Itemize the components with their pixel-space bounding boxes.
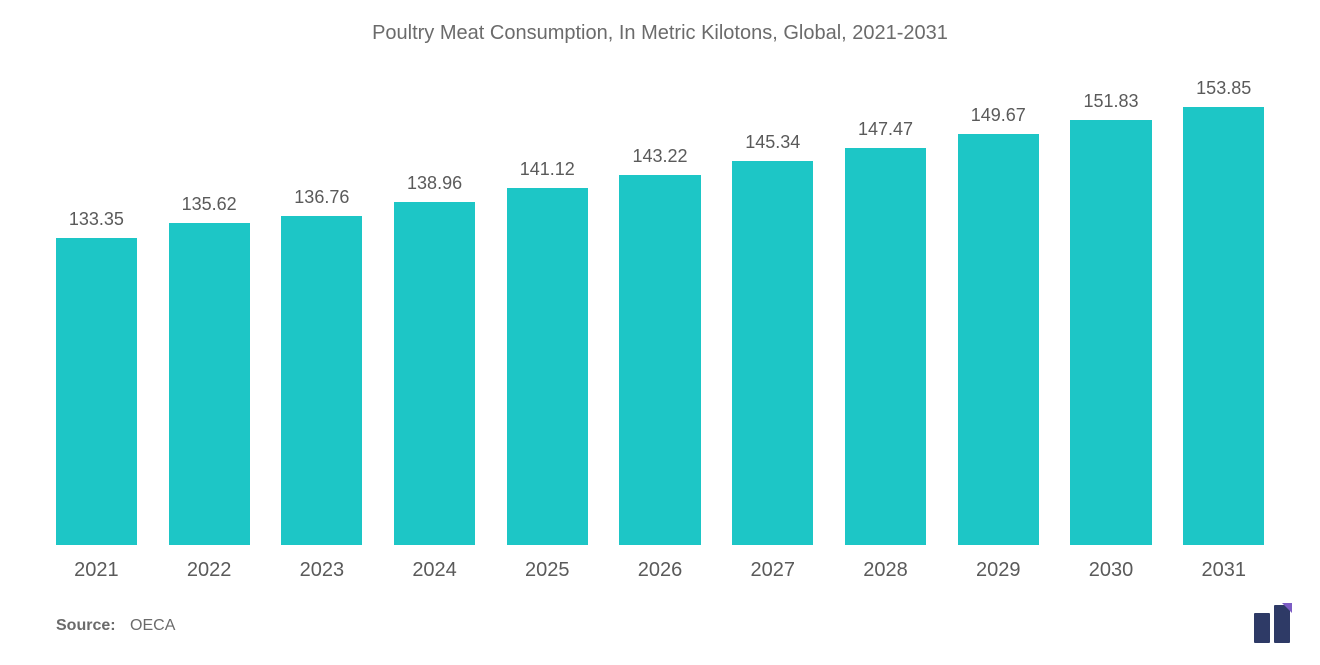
source-value: OECA	[130, 617, 175, 634]
bar-value-label: 135.62	[182, 194, 237, 215]
bar-value-label: 147.47	[858, 119, 913, 140]
bar	[169, 223, 250, 545]
bar-value-label: 145.34	[745, 132, 800, 153]
bar-slot: 149.672029	[942, 70, 1055, 545]
source-label: Source:	[56, 617, 116, 634]
bar-value-label: 133.35	[69, 209, 124, 230]
bar	[958, 134, 1039, 545]
bar-value-label: 141.12	[520, 159, 575, 180]
source-line: Source: OECA	[56, 617, 175, 635]
bar-slot: 138.962024	[378, 70, 491, 545]
x-axis-label: 2024	[412, 559, 457, 582]
x-axis-label: 2026	[638, 559, 683, 582]
bar	[732, 161, 813, 545]
bar-value-label: 136.76	[294, 187, 349, 208]
bar-slot: 147.472028	[829, 70, 942, 545]
x-axis-label: 2031	[1201, 559, 1246, 582]
bar	[845, 148, 926, 545]
x-axis-label: 2023	[300, 559, 345, 582]
bar-slot: 141.122025	[491, 70, 604, 545]
bar-value-label: 138.96	[407, 173, 462, 194]
bar	[1183, 107, 1264, 545]
bar-slot: 143.222026	[604, 70, 717, 545]
logo-bar-2	[1274, 605, 1290, 643]
bar-slot: 151.832030	[1055, 70, 1168, 545]
chart-container: Poultry Meat Consumption, In Metric Kilo…	[0, 0, 1320, 665]
logo-bar-1	[1254, 613, 1270, 643]
plot-area: 133.352021135.622022136.762023138.962024…	[40, 70, 1280, 545]
brand-logo	[1254, 605, 1290, 643]
bar	[619, 175, 700, 545]
chart-title: Poultry Meat Consumption, In Metric Kilo…	[0, 0, 1320, 45]
x-axis-label: 2021	[74, 559, 119, 582]
bar-value-label: 149.67	[971, 105, 1026, 126]
x-axis-label: 2022	[187, 559, 232, 582]
x-axis-label: 2028	[863, 559, 908, 582]
bar-value-label: 153.85	[1196, 78, 1251, 99]
bar-slot: 135.622022	[153, 70, 266, 545]
bar	[281, 216, 362, 545]
bar-slot: 133.352021	[40, 70, 153, 545]
x-axis-label: 2029	[976, 559, 1021, 582]
x-axis-label: 2027	[751, 559, 796, 582]
bar-slot: 153.852031	[1167, 70, 1280, 545]
bar	[507, 188, 588, 545]
bar-slot: 145.342027	[716, 70, 829, 545]
x-axis-label: 2030	[1089, 559, 1134, 582]
bar	[56, 238, 137, 545]
logo-accent	[1282, 603, 1292, 613]
x-axis-label: 2025	[525, 559, 570, 582]
bar-value-label: 143.22	[633, 146, 688, 167]
bar-value-label: 151.83	[1083, 91, 1138, 112]
bar	[394, 202, 475, 545]
bar	[1070, 120, 1151, 545]
bar-slot: 136.762023	[265, 70, 378, 545]
